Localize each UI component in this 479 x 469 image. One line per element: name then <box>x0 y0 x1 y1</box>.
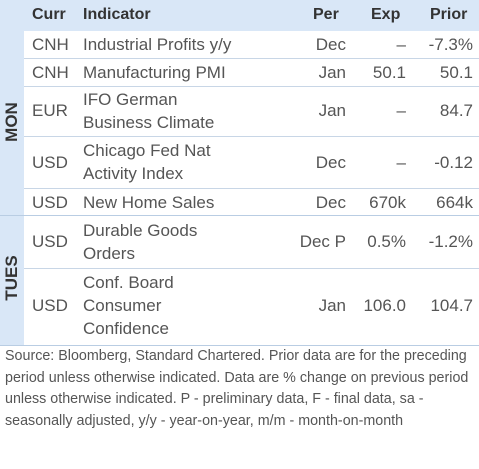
cell-prior: 104.7 <box>430 296 473 315</box>
cell-exp: – <box>396 101 406 120</box>
cell-exp: 670k <box>369 193 406 212</box>
cell-per: Dec <box>315 35 346 54</box>
cell-curr: CNH <box>32 35 69 54</box>
row-divider <box>24 268 479 269</box>
day-band-tues <box>0 216 24 345</box>
cell-indicator-line1: Chicago Fed Nat <box>83 141 211 160</box>
cell-curr: USD <box>32 232 68 251</box>
cell-indicator-line1: Conf. Board <box>83 273 174 292</box>
cell-prior: -0.12 <box>434 153 473 172</box>
row-divider <box>24 86 479 87</box>
cell-per: Dec <box>315 153 346 172</box>
source-footnote: Source: Bloomberg, Standard Chartered. P… <box>5 348 469 429</box>
cell-per: Jan <box>318 296 346 315</box>
table-bottom-divider <box>0 345 479 346</box>
cell-exp: 106.0 <box>363 296 406 315</box>
header-per: Per <box>313 6 339 23</box>
day-label-mon: MON <box>2 102 21 142</box>
day-label-tues: TUES <box>2 255 21 301</box>
row-divider <box>24 136 479 137</box>
header-indicator: Indicator <box>83 6 151 23</box>
header-exp: Exp <box>371 6 401 23</box>
cell-curr: USD <box>32 193 68 212</box>
cell-exp: – <box>396 153 406 172</box>
cell-indicator: Industrial Profits y/y <box>83 35 232 54</box>
row-divider <box>24 188 479 189</box>
cell-prior: 50.1 <box>439 63 473 82</box>
cell-prior: 664k <box>436 193 473 212</box>
cell-indicator-line2: Business Climate <box>83 113 215 132</box>
cell-prior: -1.2% <box>428 232 473 251</box>
header-prior: Prior <box>430 6 468 23</box>
cell-exp: 50.1 <box>372 63 406 82</box>
cell-per: Dec P <box>299 232 346 251</box>
cell-curr: USD <box>32 153 68 172</box>
cell-prior: 84.7 <box>439 101 473 120</box>
cell-indicator-line3: Confidence <box>83 319 170 338</box>
cell-per: Jan <box>318 63 346 82</box>
row-divider <box>24 58 479 59</box>
cell-per: Dec <box>315 193 346 212</box>
header-curr: Curr <box>32 6 66 23</box>
day-divider <box>0 215 479 216</box>
cell-exp: 0.5% <box>367 232 406 251</box>
cell-indicator: Manufacturing PMI <box>83 63 226 82</box>
cell-indicator-line2: Orders <box>83 244 135 263</box>
cell-per: Jan <box>318 101 346 120</box>
cell-curr: CNH <box>32 63 69 82</box>
cell-curr: USD <box>32 296 68 315</box>
cell-indicator-line2: Consumer <box>83 296 162 315</box>
cell-exp: – <box>396 35 406 54</box>
cell-indicator: New Home Sales <box>83 193 215 212</box>
table-header: Curr Indicator Per Exp Prior <box>0 0 479 31</box>
cell-indicator-line1: IFO German <box>83 90 178 109</box>
day-band-mon <box>0 31 24 215</box>
cell-indicator-line2: Activity Index <box>83 164 184 183</box>
cell-curr: EUR <box>32 101 68 120</box>
cell-indicator-line1: Durable Goods <box>83 221 198 240</box>
cell-prior: -7.3% <box>428 35 473 54</box>
